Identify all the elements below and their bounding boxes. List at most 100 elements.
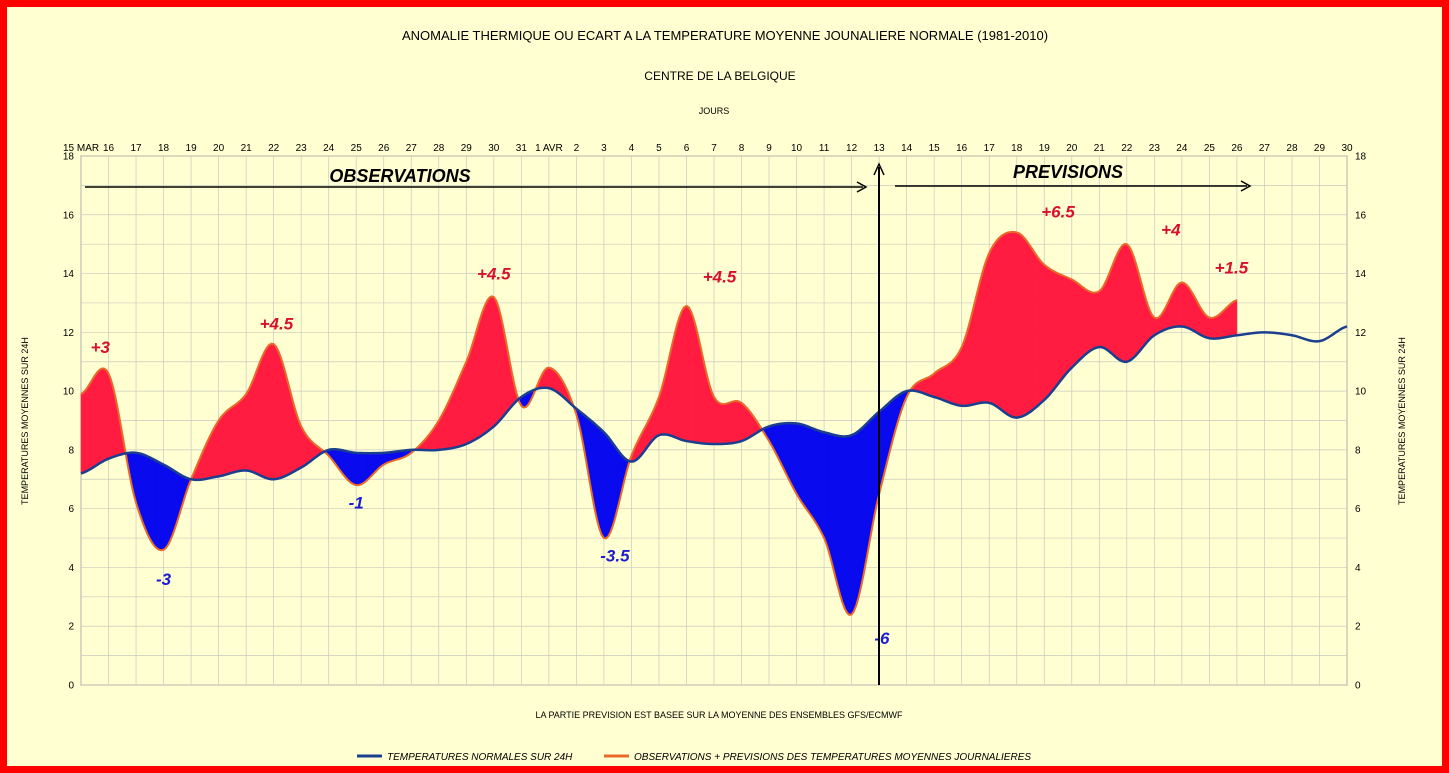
x-tick-label: 3: [601, 143, 607, 154]
positive-anomaly-area: [220, 413, 224, 477]
positive-anomaly-area: [693, 317, 696, 443]
positive-anomaly-area: [1128, 246, 1132, 362]
positive-anomaly-area: [218, 416, 222, 477]
positive-anomaly-area: [300, 426, 304, 469]
negative-anomaly-area: [807, 426, 811, 516]
positive-anomaly-area: [686, 305, 690, 442]
negative-anomaly-area: [791, 422, 795, 490]
negative-anomaly-area: [355, 452, 359, 486]
negative-anomaly-area: [860, 426, 864, 589]
positive-anomaly-area: [1025, 239, 1029, 416]
positive-anomaly-area: [993, 240, 997, 407]
anomaly-labels: +3 -3 +4.5 -1 +4.5 -3.5 +4.5 -6 +6.5 +4 +1.5: [91, 203, 1249, 648]
negative-anomaly-area: [140, 453, 144, 524]
positive-anomaly-area: [243, 393, 247, 471]
negative-anomaly-area: [789, 422, 793, 486]
positive-anomaly-area: [454, 382, 458, 448]
y-tick-label-left: 10: [63, 387, 75, 398]
x-tick-label: 23: [296, 143, 308, 154]
positive-anomaly-area: [1060, 273, 1063, 382]
positive-anomaly-area: [929, 374, 933, 397]
y-tick-label-left: 12: [63, 328, 75, 339]
positive-anomaly-area: [284, 371, 288, 477]
negative-anomaly-area: [165, 465, 169, 549]
y-tick-label-right: 12: [1355, 328, 1367, 339]
positive-anomaly-area: [1064, 275, 1068, 377]
y-tick-label-right: 4: [1355, 563, 1361, 574]
chart-frame: 15 MAR 16 17 18 19 20 21 22 23 24 25 26 27 28 29 30 31 1 …: [7, 7, 1442, 766]
positive-anomaly-area: [725, 402, 729, 445]
negative-anomaly-area: [849, 434, 852, 616]
x-tick-label: 14: [901, 143, 913, 154]
x-tick-label: 29: [1314, 143, 1326, 154]
positive-anomaly-area: [1034, 252, 1038, 409]
x-tick-label: 21: [1094, 143, 1106, 154]
positive-anomaly-area: [998, 235, 1001, 410]
positive-anomaly-area: [303, 429, 307, 467]
positive-anomaly-area: [954, 354, 958, 406]
positive-anomaly-area: [681, 306, 685, 441]
x-tick-label: 25: [351, 143, 363, 154]
positive-anomaly-area: [1021, 234, 1024, 418]
y-axis-label-right: TEMPERATURES MOYENNES SUR 24H: [1397, 337, 1407, 505]
positive-anomaly-area: [209, 432, 213, 479]
positive-anomaly-area: [259, 356, 263, 477]
positive-anomaly-area: [275, 346, 279, 480]
positive-anomaly-area: [1048, 267, 1052, 397]
positive-anomaly-area: [697, 335, 701, 444]
negative-anomaly-area: [344, 450, 348, 480]
positive-anomaly-area: [1172, 288, 1176, 328]
positive-anomaly-area: [711, 391, 715, 445]
positive-anomaly-area: [1011, 231, 1015, 418]
negative-anomaly-area: [605, 433, 609, 540]
positive-anomaly-area: [282, 363, 286, 478]
positive-anomaly-area: [690, 311, 694, 443]
x-tick-label: 30: [1341, 143, 1353, 154]
positive-anomaly-area: [743, 404, 747, 441]
y-tick-label-left: 4: [68, 563, 74, 574]
positive-anomaly-area: [1190, 289, 1194, 332]
positive-anomaly-area: [89, 378, 93, 470]
positive-anomaly-area: [1126, 243, 1130, 363]
positive-anomaly-area: [443, 407, 446, 450]
negative-anomaly-area: [844, 435, 848, 613]
positive-anomaly-area: [548, 367, 552, 390]
positive-anomaly-area: [461, 366, 465, 447]
positive-anomaly-area: [991, 243, 995, 406]
positive-anomaly-area: [92, 374, 96, 469]
anomaly-label: +6.5: [1041, 203, 1075, 222]
y-tick-label-right: 0: [1355, 681, 1361, 692]
positive-anomaly-area: [715, 399, 719, 445]
positive-anomaly-area: [1232, 300, 1235, 337]
positive-anomaly-area: [699, 345, 703, 444]
positive-anomaly-area: [495, 300, 499, 426]
negative-anomaly-area: [869, 417, 873, 540]
positive-anomaly-area: [1032, 248, 1036, 411]
positive-anomaly-area: [232, 404, 235, 474]
positive-anomaly-area: [984, 258, 988, 403]
positive-anomaly-area: [1043, 264, 1047, 401]
negative-anomaly-area: [601, 429, 605, 540]
y-tick-label-right: 8: [1355, 445, 1361, 456]
positive-anomaly-area: [266, 344, 270, 480]
y-tick-label-left: 8: [68, 445, 74, 456]
x-tick-label: 25: [1204, 143, 1216, 154]
positive-anomaly-area: [271, 343, 274, 480]
previsions-arrow-head: [1240, 180, 1252, 192]
positive-anomaly-area: [264, 346, 268, 479]
positive-anomaly-area: [277, 350, 281, 479]
positive-anomaly-area: [741, 402, 745, 442]
positive-anomaly-area: [1211, 317, 1215, 339]
x-tick-label: 24: [323, 143, 335, 154]
anomaly-chart: 15 MAR 16 17 18 19 20 21 22 23 24 25 26 27 28 29 30 31 1 …: [20, 28, 1407, 763]
x-tick-labels: 15 MAR 16 17 18 19 20 21 22 23 24 25 26 27 28 29 30 31 1 …: [63, 143, 1353, 154]
positive-anomaly-area: [108, 373, 112, 460]
negative-anomaly-area: [796, 423, 800, 499]
positive-anomaly-area: [241, 396, 245, 471]
negative-anomaly-area: [172, 469, 176, 535]
positive-anomaly-area: [468, 349, 472, 444]
positive-anomaly-area: [982, 265, 985, 403]
negative-anomaly-area: [814, 428, 818, 527]
x-tick-label: 13: [874, 143, 886, 154]
legend-label-observed: OBSERVATIONS + PREVISIONS DES TEMPERATUR…: [634, 752, 1031, 763]
